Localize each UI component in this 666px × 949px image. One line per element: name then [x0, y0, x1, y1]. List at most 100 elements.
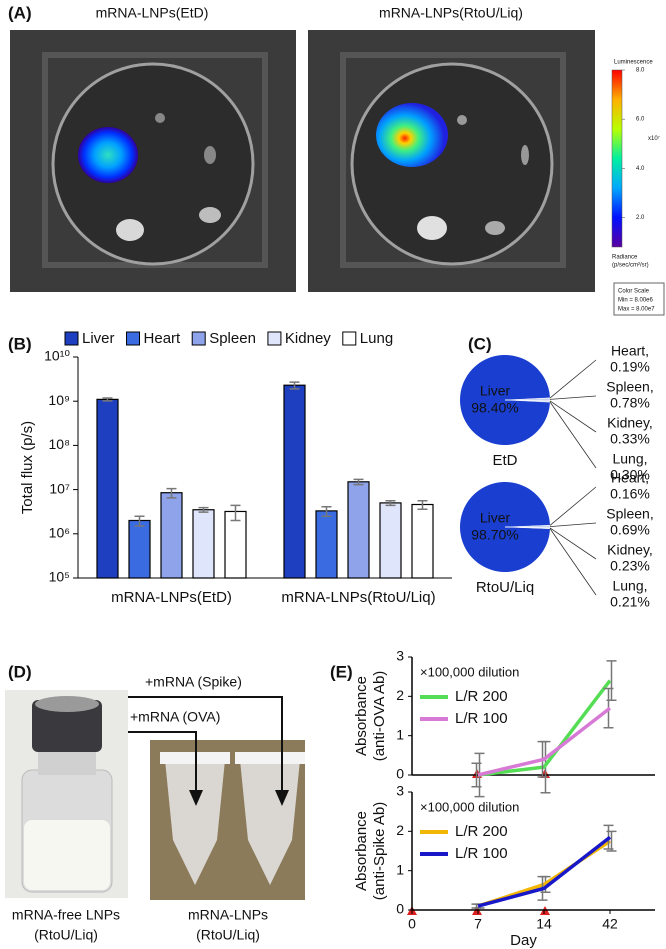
- legend-label: L/R 200: [455, 688, 508, 705]
- y-tick-label: 10⁵: [49, 569, 70, 585]
- error-bar: [134, 515, 145, 527]
- pie-value-label: 0.16%: [610, 486, 650, 502]
- pie-label: Spleen,: [606, 506, 653, 522]
- error-bar: [198, 506, 209, 513]
- pie-label: Liver: [480, 383, 511, 399]
- pie-label: Lung,: [612, 578, 647, 594]
- pie-slice: [460, 355, 550, 445]
- leader-line: [549, 527, 597, 560]
- panel-label: (E): [330, 662, 353, 681]
- photo-caption: (RtoU/Liq): [34, 927, 98, 943]
- y-axis-label: (anti-OVA Ab): [371, 671, 388, 762]
- y-axis-label: Absorbance: [353, 811, 370, 891]
- photo-caption: (RtoU/Liq): [196, 927, 260, 943]
- colorbar-box-text: Max = 8.00e7: [618, 307, 655, 313]
- legend-label: L/R 200: [455, 823, 508, 840]
- bar: [160, 492, 183, 579]
- colorbar-box-text: Color Scale: [618, 289, 650, 295]
- y-tick-label: 10⁷: [49, 480, 70, 496]
- legend-label: L/R 100: [455, 845, 508, 862]
- y-tick-label: 1: [396, 726, 404, 742]
- annotation: ×100,000 dilution: [420, 799, 519, 814]
- pie-slice: [460, 481, 550, 572]
- tube-photo: [150, 740, 305, 900]
- imaging-photo: [10, 30, 296, 292]
- pie-label: Kidney,: [607, 415, 653, 431]
- photo-caption: mRNA-LNPs: [188, 907, 268, 923]
- error-bar: [321, 505, 332, 517]
- error-bar: [166, 487, 177, 499]
- pie-value-label: 0.33%: [610, 431, 650, 447]
- colorbar-scale: x10⁷: [648, 135, 660, 142]
- leader-line: [549, 359, 597, 399]
- y-tick-label: 10⁹: [48, 392, 70, 408]
- label-bg: [190, 674, 290, 692]
- panel-label: (D): [8, 662, 32, 681]
- x-tick-label: mRNA-LNPs(EtD): [111, 589, 232, 606]
- legend-label: Heart: [144, 330, 182, 347]
- panel-label: (C): [468, 334, 492, 353]
- pie-label: Spleen,: [606, 379, 653, 395]
- data-line: [477, 835, 612, 908]
- data-line: [477, 706, 612, 777]
- legend-label: L/R 100: [455, 710, 508, 727]
- panel-label: (B): [8, 334, 32, 353]
- legend-swatch: [342, 331, 357, 346]
- pie-label: Kidney,: [607, 542, 653, 558]
- y-axis-label: Total flux (p/s): [19, 421, 36, 514]
- legend-label: Spleen: [209, 330, 256, 347]
- y-tick-label: 2: [396, 822, 404, 838]
- y-axis-label: (anti-Spike Ab): [371, 802, 388, 900]
- y-tick-label: 0: [396, 901, 404, 917]
- photo-caption: mRNA-free LNPs: [12, 907, 120, 923]
- error-bar: [417, 499, 428, 510]
- x-tick-label: 0: [408, 916, 416, 932]
- colorbar-tick-label: 4.0: [636, 166, 645, 172]
- bar: [315, 510, 338, 579]
- bar: [224, 510, 247, 579]
- leader-line: [549, 486, 597, 526]
- legend-swatch: [267, 331, 282, 346]
- panel-label: (A): [8, 3, 32, 22]
- arrow-head: [189, 790, 289, 806]
- legend-swatch: [191, 331, 206, 346]
- legend-label: Lung: [360, 330, 393, 347]
- bar: [379, 502, 402, 579]
- pie-title: RtoU/Liq: [476, 579, 534, 596]
- error-bar: [353, 478, 364, 486]
- bar: [128, 519, 151, 579]
- colorbar-tick-label: 6.0: [636, 117, 645, 123]
- pie-value-label: 0.30%: [610, 467, 650, 483]
- image-title: mRNA-LNPs(RtoU/Liq): [379, 5, 523, 21]
- y-tick-label: 3: [396, 648, 404, 664]
- y-tick-label: 0: [396, 766, 404, 782]
- arrow-label: +mRNA (OVA): [130, 709, 220, 725]
- bar: [96, 398, 119, 579]
- legend-label: Liver: [82, 330, 115, 347]
- pie-value-label: 0.78%: [610, 395, 650, 411]
- arrow-label: +mRNA (Spike): [145, 674, 242, 690]
- x-tick-label: 7: [474, 916, 482, 932]
- y-tick-label: 10¹⁰: [44, 348, 70, 364]
- legend-swatch: [64, 331, 79, 346]
- colorbar-tick-label: 8.0: [636, 68, 645, 74]
- x-axis-label: Day: [510, 932, 537, 949]
- x-tick-label: 42: [602, 916, 618, 932]
- error-bar: [230, 504, 241, 522]
- pie-value-label: 98.40%: [471, 400, 518, 416]
- leader-line: [549, 528, 597, 596]
- bar: [192, 509, 215, 579]
- annotation: ×100,000 dilution: [420, 664, 519, 679]
- pie-value-label: 0.69%: [610, 522, 650, 538]
- pie-title: EtD: [492, 452, 517, 469]
- pie-value-label: 0.23%: [610, 558, 650, 574]
- x-tick-label: 14: [536, 916, 552, 932]
- colorbar-label: (p/sec/cm²/sr): [612, 263, 649, 269]
- bar: [347, 481, 370, 579]
- data-line: [477, 679, 612, 777]
- bar: [411, 503, 434, 579]
- image-title: mRNA-LNPs(EtD): [96, 5, 209, 21]
- x-tick-label: mRNA-LNPs(RtoU/Liq): [281, 589, 435, 606]
- colorbar-box-text: Min = 8.00e6: [618, 298, 654, 304]
- y-tick-label: 1: [396, 861, 404, 877]
